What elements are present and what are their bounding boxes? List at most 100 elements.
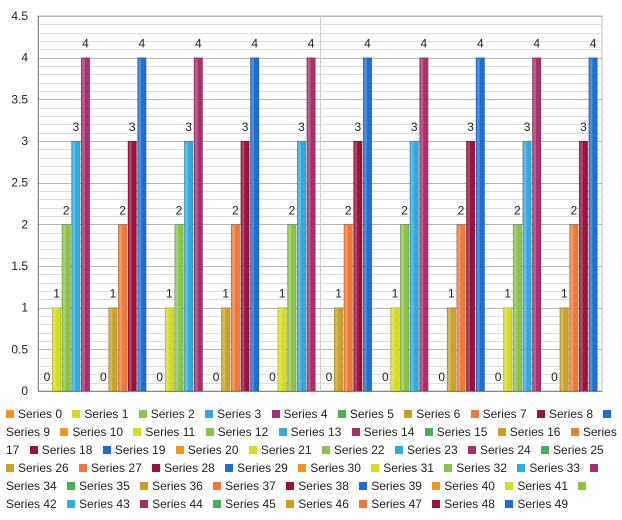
legend-swatch [79,464,88,472]
bar-highlight-series-38 [467,142,471,391]
legend-label: Series 42 [6,497,57,511]
bar-series-16 [221,307,231,392]
data-label-series-0: 0 [44,370,51,384]
data-label-series-11: 1 [166,287,173,301]
legend-swatch [517,464,526,472]
legend-label: Series 31 [383,461,434,475]
data-label-series-13: 3 [185,120,192,134]
bar-series-46 [559,307,569,392]
legend-item-series-44: Series 44 [140,497,210,511]
legend-label: Series 26 [18,461,69,475]
legend-item-series-3: Series 3 [205,407,268,421]
bar-series-36 [446,307,456,392]
bar-highlight-series-43 [523,142,527,391]
legend-swatch [497,428,506,436]
legend-item-series-34: Series 34 [6,461,602,493]
bar-highlight-series-36 [448,308,451,391]
bar-highlight-series-1 [53,308,56,391]
bar-highlight-series-12 [175,225,179,391]
legend-item-series-36: Series 36 [140,479,210,493]
bar-highlight-series-19 [251,58,255,392]
bar-series-39 [475,57,485,392]
legend-label: Series 34 [6,479,57,493]
legend-swatch [140,500,149,508]
data-label-series-19: 4 [251,37,258,51]
legend-label: Series 21 [260,443,312,457]
bar-series-49 [588,57,598,392]
bar-highlight-series-2 [62,225,66,391]
legend-swatch [298,464,307,472]
legend-label: Series 17 [6,425,617,457]
data-label-series-8: 3 [129,120,136,134]
legend-label: Series 16 [509,425,561,439]
bar-highlight-series-23 [298,142,301,391]
legend-item-series-15: Series 15 [424,425,495,439]
legend-item-series-37: Series 37 [213,479,283,493]
plot-area: 0 0.5 1 1.5 2 2.5 3 3.5 4 4.5 0 1 2 3 4 0 1 2 3 4 0 1 2 3 4 0 1 2 3 4… [11,9,603,398]
legend-label: Series 19 [114,443,166,457]
legend-swatch [102,446,111,454]
legend-label: Series 41 [517,479,569,493]
data-label-series-44: 4 [533,37,540,51]
bar-series-29 [362,57,373,392]
bar-series-43 [522,140,532,392]
bar-highlight-series-48 [580,142,583,391]
legend-label: Series 20 [187,443,239,457]
legend-swatch [138,410,147,418]
legend-item-series-5: Series 5 [337,407,401,421]
legend-item-series-26: Series 26 [6,461,76,475]
bar-series-38 [466,140,476,392]
data-label-series-1: 1 [53,287,60,301]
legend-label: Series 24 [479,443,531,457]
legend-swatch [359,482,368,490]
bar-highlight-series-3 [72,142,76,391]
legend-label: Series 40 [444,479,495,493]
legend-swatch [6,464,14,472]
bar-highlight-series-31 [391,308,395,391]
legend-swatch [29,446,38,454]
bar-series-8 [127,140,137,392]
data-label-series-31: 1 [392,287,399,301]
legend-label: Series 12 [217,425,269,439]
legend-label: Series 30 [310,461,361,475]
legend-swatch [72,410,81,418]
bar-series-21 [277,307,287,392]
data-label-series-9: 4 [139,37,146,51]
legend-item-series-23: Series 23 [394,443,465,457]
data-label-series-33: 3 [411,120,418,134]
legend-item-series-29: Series 29 [225,461,295,475]
legend-swatch [225,464,234,472]
y-tick-label: 4 [21,51,28,65]
legend-label: Series 11 [145,425,196,439]
y-tick-label: 2.5 [11,176,28,190]
data-label-series-48: 3 [580,120,587,134]
legend-item-series-25: Series 25 [541,443,611,457]
data-label-series-35: 0 [438,370,445,384]
legend-label: Series 27 [91,461,142,475]
bar-series-18 [240,140,250,392]
legend-item-series-32: Series 32 [444,461,514,475]
legend-item-series-11: Series 11 [133,425,202,439]
legend-swatch [67,500,76,508]
legend-swatch [271,410,280,418]
legend-swatch [213,482,222,490]
legend-item-series-47: Series 47 [359,497,429,511]
bar-highlight-series-42 [514,225,517,391]
legend-swatch [444,464,453,472]
bar-series-17 [230,224,241,392]
data-label-series-30: 0 [382,370,389,384]
bar-highlight-series-37 [457,225,461,391]
legend-item-series-6: Series 6 [404,407,467,421]
bar-series-22 [287,224,297,392]
bar-series-28 [353,140,363,392]
legend-label: Series 10 [72,425,124,439]
legend-label: Series 14 [363,425,415,439]
legend-swatch [505,482,514,490]
legend-item-series-27: Series 27 [79,461,149,475]
legend-swatch [213,500,222,508]
legend-swatch [541,446,550,454]
legend-item-series-10: Series 10 [60,425,130,439]
legend-item-series-35: Series 35 [67,479,137,493]
data-label-series-18: 3 [242,120,249,134]
bar-series-41 [503,307,513,392]
